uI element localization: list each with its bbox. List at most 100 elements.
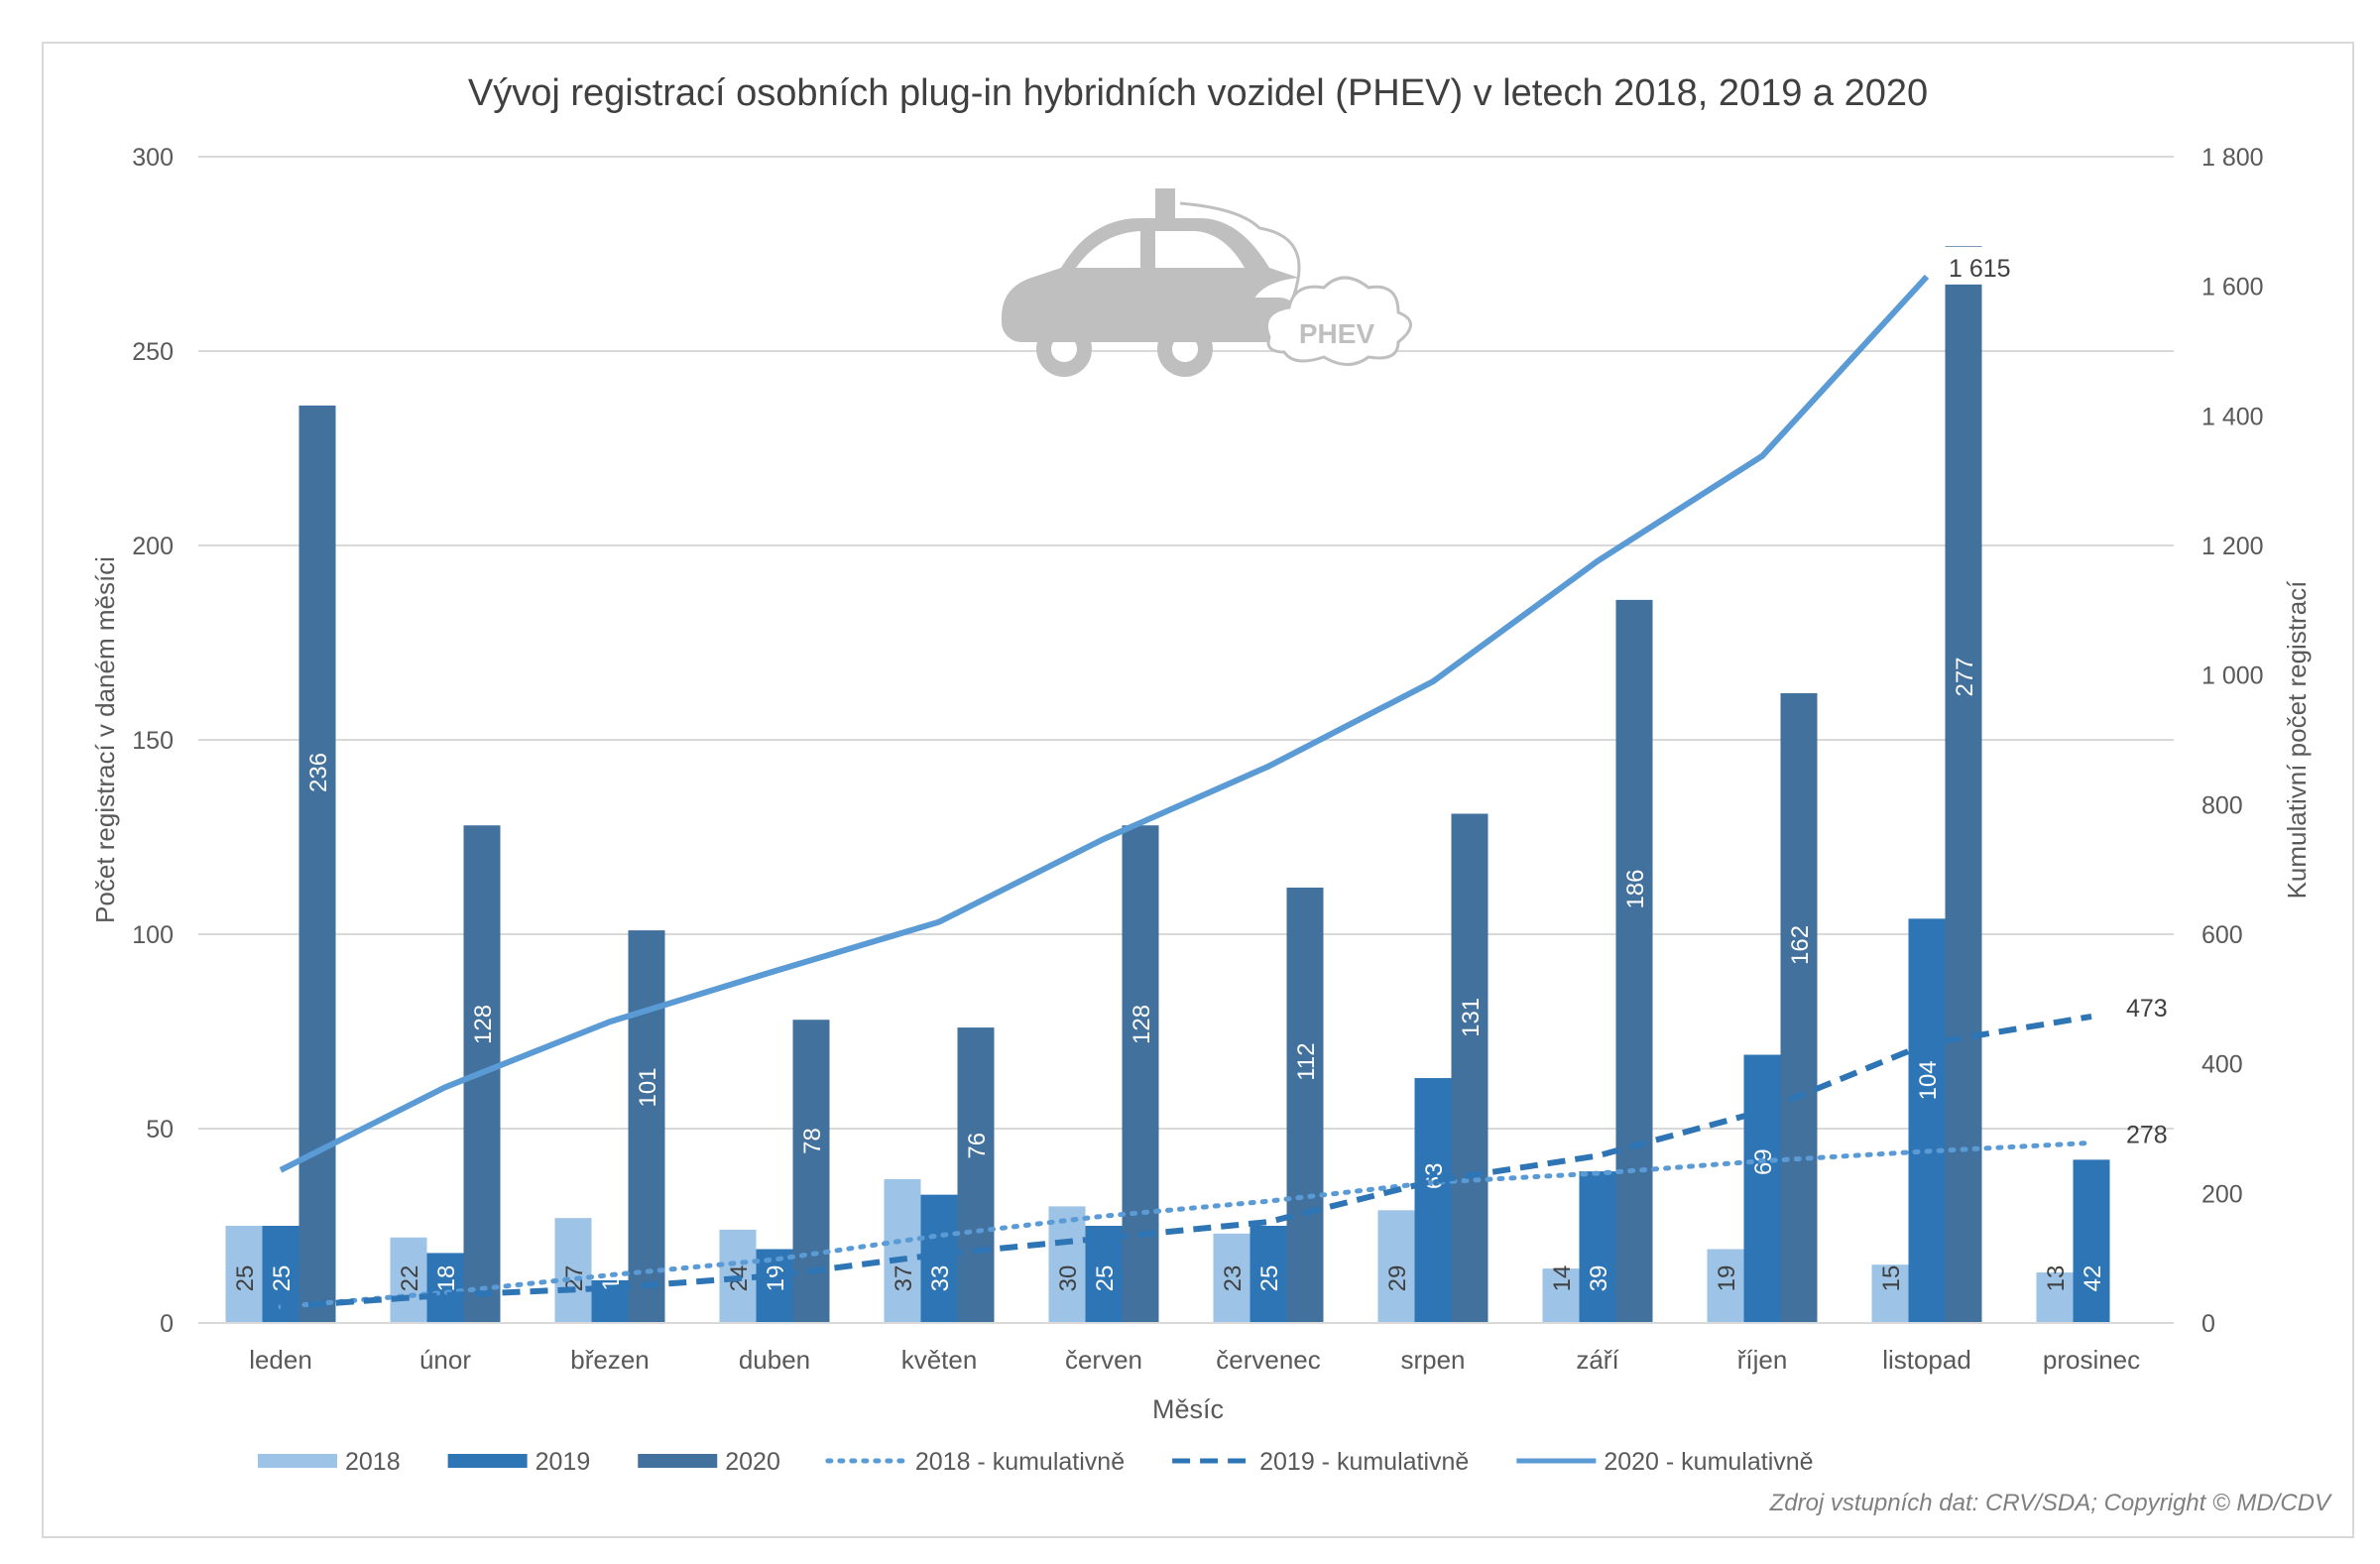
bar-data-label: 23 — [1220, 1265, 1247, 1292]
legend-label: 2020 - kumulativně — [1604, 1448, 1813, 1476]
bar-data-label: 236 — [305, 753, 332, 792]
bar-data-label: 104 — [1915, 1060, 1942, 1100]
bar-2020-říjen — [1780, 692, 1818, 1323]
y-tick-label: 50 — [146, 1116, 174, 1143]
bar-2020-červenec — [1286, 887, 1324, 1323]
bar-2020-září — [1615, 599, 1653, 1323]
bar-2020-duben — [792, 1020, 830, 1323]
bar-2018-červenec — [1213, 1233, 1250, 1323]
bar-data-label: 25 — [1092, 1265, 1119, 1292]
bar-2019-srpen — [1414, 1078, 1452, 1323]
bar-2020-březen — [628, 930, 665, 1323]
bar-data-label: 19 — [1714, 1265, 1740, 1292]
x-tick-label: leden — [249, 1345, 312, 1375]
line-end-label: 1 615 — [1949, 255, 2011, 283]
bar-data-label: 25 — [1256, 1265, 1283, 1292]
y-tick-label: 250 — [132, 338, 174, 366]
bar-2019-říjen — [1743, 1054, 1781, 1323]
bar-2020-srpen — [1451, 813, 1488, 1323]
bar-2018-červen — [1048, 1206, 1086, 1323]
y-tick-label: 100 — [132, 921, 174, 949]
legend-label: 2019 - kumulativně — [1259, 1448, 1469, 1476]
y2-tick-label: 600 — [2202, 921, 2243, 949]
bar-data-label: 78 — [799, 1128, 826, 1154]
phev-car-logo: PHEV — [1002, 188, 1412, 377]
y2-tick-label: 1 600 — [2202, 274, 2264, 301]
bar-2020-listopad — [1945, 246, 1982, 1323]
bar-data-label: 33 — [927, 1265, 954, 1292]
bar-data-label: 128 — [470, 1005, 497, 1044]
bar-data-label: 42 — [2080, 1265, 2106, 1292]
bar-2020-červen — [1122, 825, 1159, 1323]
bar-2019-září — [1579, 1171, 1616, 1323]
y2-tick-label: 1 000 — [2202, 662, 2264, 690]
bar-data-label: 112 — [1293, 1042, 1320, 1080]
x-tick-label: červen — [1065, 1345, 1142, 1375]
axes: 0 50 100 150 200 250 300 0 200 400 600 800 1 000 1 20… — [132, 144, 2263, 1375]
bar-data-label: 25 — [269, 1265, 296, 1292]
bar-data-label: 37 — [891, 1265, 917, 1292]
bar-data-label: 131 — [1458, 998, 1485, 1037]
x-tick-label: duben — [739, 1345, 810, 1375]
bar-data-label: 22 — [397, 1265, 423, 1292]
end-label-bg — [1939, 246, 2028, 285]
bar-2018-únor — [390, 1237, 427, 1323]
bar-data-label: 14 — [1549, 1265, 1576, 1292]
y-axis-title: Počet registrací v daném měsíci — [90, 556, 120, 923]
x-tick-label: říjen — [1737, 1345, 1788, 1375]
x-tick-label: listopad — [1882, 1345, 1971, 1375]
bar-2019-prosinec — [2073, 1159, 2110, 1323]
bar-data-label: 162 — [1787, 925, 1814, 965]
y-tick-label: 200 — [132, 533, 174, 560]
y-tick-label: 300 — [132, 144, 174, 172]
x-axis-title: Měsíc — [1152, 1394, 1224, 1424]
phev-logo-text: PHEV — [1299, 318, 1375, 349]
y2-tick-label: 800 — [2202, 791, 2243, 819]
cumulative-lines: 278 473 1 615 — [278, 246, 2168, 1310]
x-tick-label: prosinec — [2043, 1345, 2140, 1375]
bar-2019-listopad — [1908, 918, 1946, 1323]
y2-tick-label: 200 — [2202, 1180, 2243, 1208]
bar-2018-říjen — [1707, 1249, 1744, 1323]
legend-swatch — [447, 1454, 528, 1468]
chart-title: Vývoj registrací osobních plug-in hybrid… — [468, 72, 1928, 114]
bar-data-label: 76 — [964, 1133, 991, 1159]
source-note: Zdroj vstupních dat: CRV/SDA; Copyright … — [1769, 1490, 2332, 1516]
bar-data-label: 18 — [433, 1265, 460, 1292]
bar-2019-duben — [756, 1249, 793, 1323]
bar-2018-květen — [884, 1178, 921, 1323]
bar-data-label: 15 — [1878, 1265, 1905, 1292]
legend: 2018 2019 2020 2018 - kumulativně 2019 - kum… — [258, 1448, 1814, 1476]
legend-label: 2020 — [725, 1448, 780, 1476]
y2-axis-title: Kumulativní počet registrací — [2282, 580, 2312, 900]
bar-2018-listopad — [1871, 1264, 1909, 1323]
bar-2018-leden — [225, 1226, 263, 1323]
y-tick-label: 0 — [160, 1310, 174, 1338]
line-end-label: 278 — [2126, 1121, 2168, 1148]
legend-swatch — [258, 1454, 337, 1468]
x-tick-label: únor — [419, 1345, 471, 1375]
x-tick-label: březen — [570, 1345, 650, 1375]
x-tick-label: srpen — [1400, 1345, 1465, 1375]
bar-data-label: 39 — [1586, 1265, 1612, 1292]
bar-data-label: 30 — [1055, 1265, 1082, 1292]
bar-data-label: 13 — [2043, 1265, 2070, 1292]
bar-data-label: 29 — [1384, 1265, 1411, 1292]
bar-2018-srpen — [1377, 1210, 1415, 1323]
bar-2018-září — [1542, 1268, 1580, 1323]
y2-tick-label: 1 200 — [2202, 533, 2264, 560]
bar-2019-únor — [426, 1253, 464, 1323]
y-tick-label: 150 — [132, 727, 174, 755]
x-tick-label: září — [1576, 1345, 1619, 1375]
y2-tick-label: 400 — [2202, 1051, 2243, 1079]
bar-data-label: 186 — [1622, 870, 1649, 909]
bar-2018-březen — [554, 1218, 592, 1323]
x-tick-label: červenec — [1216, 1345, 1321, 1375]
legend-label: 2018 - kumulativně — [915, 1448, 1125, 1476]
x-tick-label: květen — [901, 1345, 978, 1375]
bar-2019-červenec — [1250, 1226, 1287, 1323]
legend-label: 2018 — [345, 1448, 401, 1476]
